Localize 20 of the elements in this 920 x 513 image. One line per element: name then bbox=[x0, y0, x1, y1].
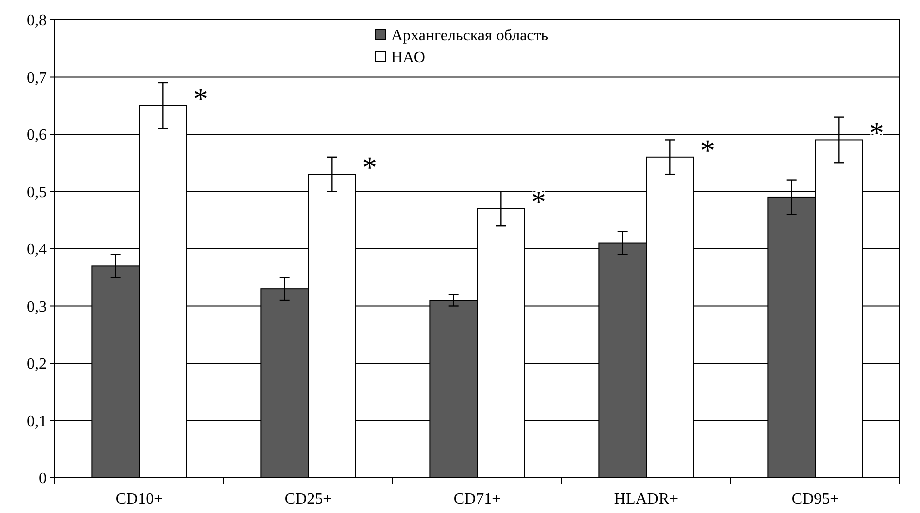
y-tick-label: 0 bbox=[39, 470, 47, 488]
annotation: * bbox=[193, 82, 208, 116]
y-tick-label: 0,3 bbox=[27, 298, 47, 316]
annotation: * bbox=[700, 134, 716, 168]
y-tick-label: 0,6 bbox=[27, 127, 47, 144]
annotation: * bbox=[531, 186, 546, 219]
annotation: * bbox=[362, 152, 378, 185]
legend-label: Архангельская область bbox=[392, 28, 549, 45]
y-tick-label: 0,4 bbox=[27, 242, 47, 259]
x-tick-label: HLADR+ bbox=[614, 491, 679, 508]
x-tick-label: CD25+ bbox=[284, 491, 332, 508]
x-tick-label: CD10+ bbox=[116, 491, 164, 508]
y-tick-label: 0,8 bbox=[27, 12, 47, 30]
y-tick-label: 0,2 bbox=[27, 356, 47, 374]
x-tick-label: CD95+ bbox=[792, 491, 840, 508]
legend-label: НАО bbox=[392, 50, 426, 67]
y-tick-label: 0,5 bbox=[27, 184, 47, 202]
y-tick-label: 0,1 bbox=[27, 413, 47, 430]
x-tick-label: CD71+ bbox=[454, 491, 502, 508]
y-tick-label: 0,7 bbox=[27, 70, 47, 87]
